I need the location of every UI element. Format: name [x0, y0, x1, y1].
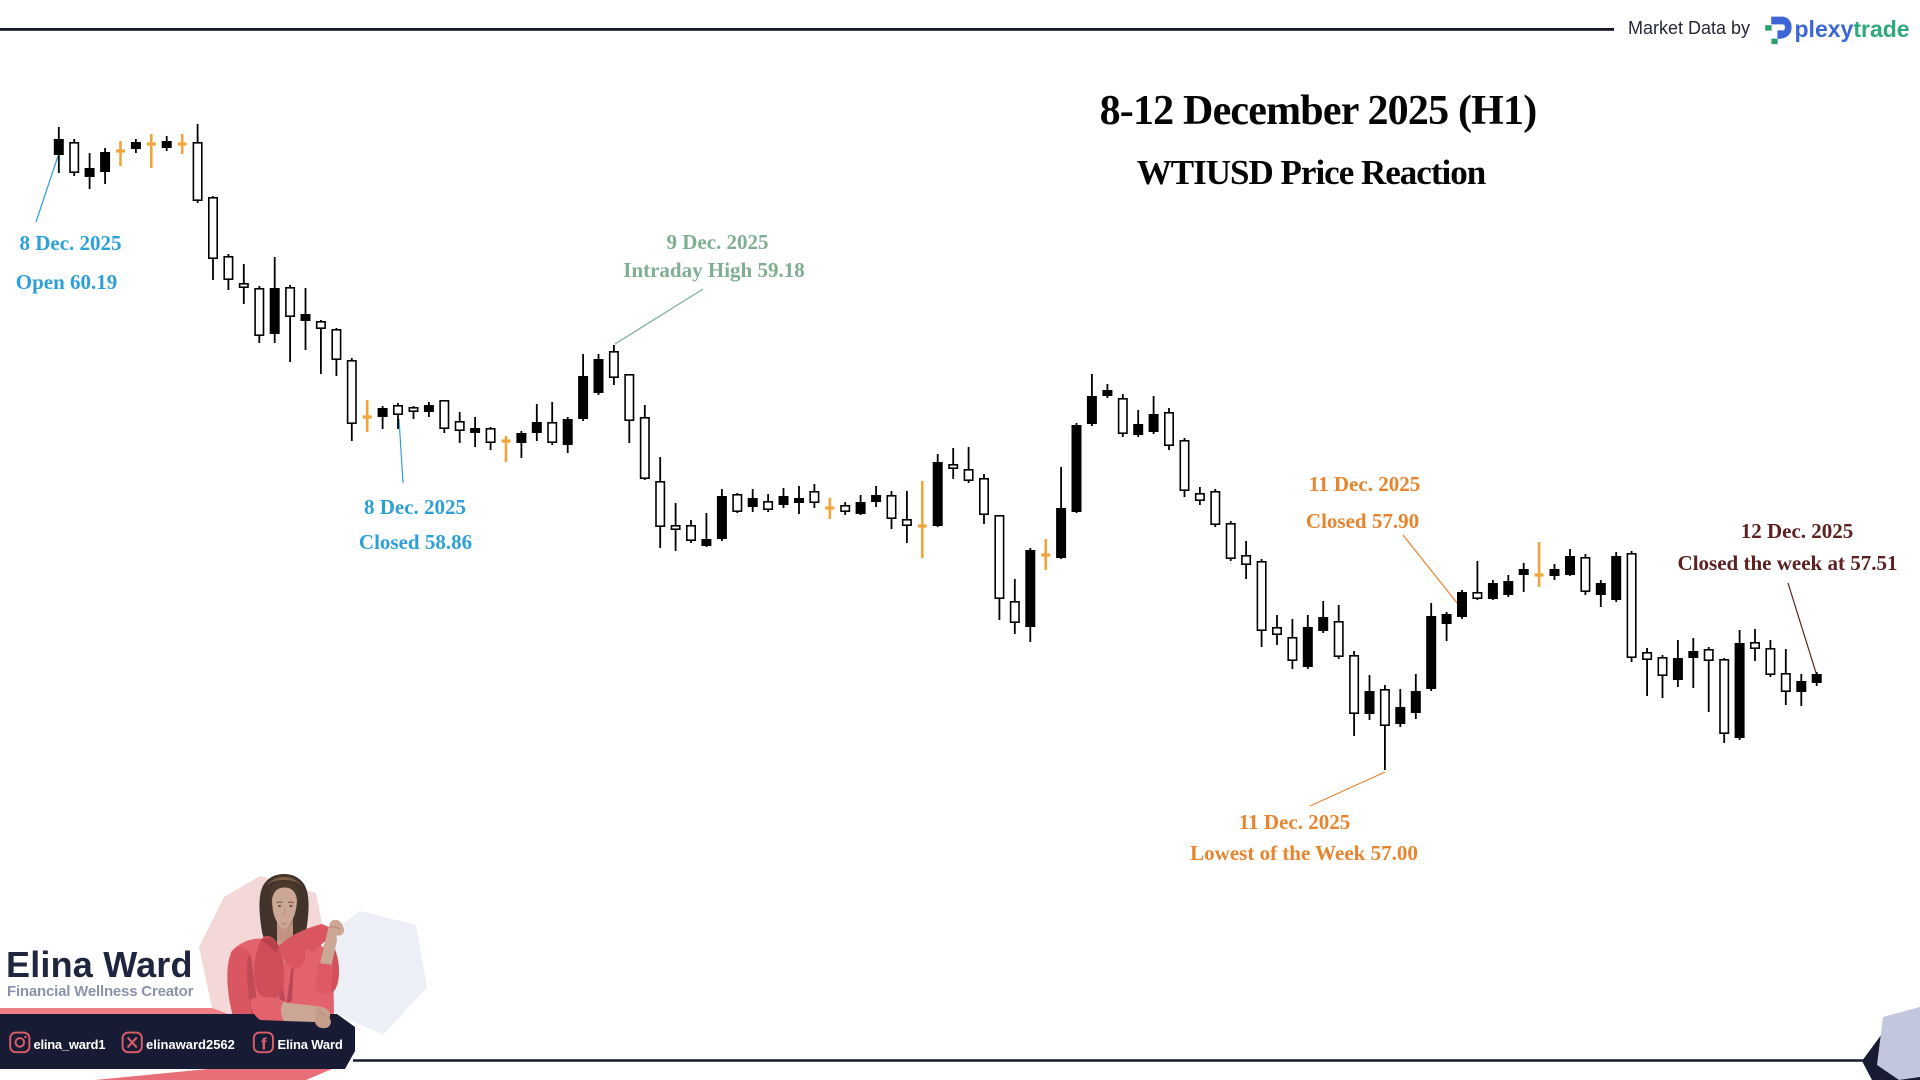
svg-text:f: f [261, 1034, 267, 1053]
